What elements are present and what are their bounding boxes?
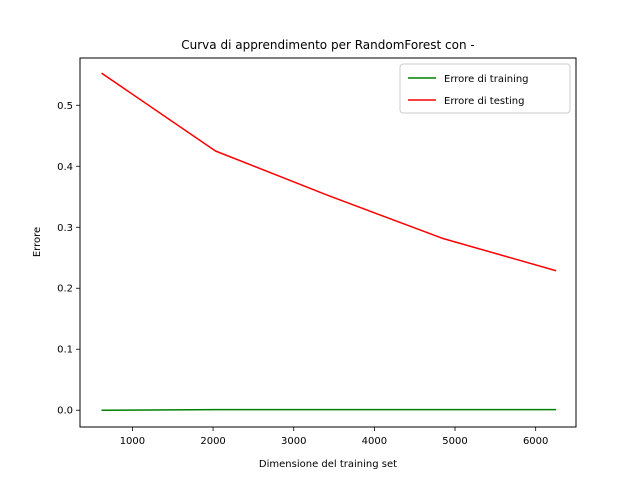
series-line-0 [101, 408, 557, 411]
x-tick-label: 4000 [362, 436, 387, 447]
x-tick-label: 2000 [200, 436, 225, 447]
legend: Errore di training Errore di testing [399, 63, 571, 114]
x-tick-label: 5000 [442, 436, 467, 447]
legend-label-0: Errore di training [444, 74, 529, 85]
y-tick-label: 0.4 [57, 162, 73, 173]
plot-frame [79, 57, 577, 428]
x-tick-label: 1000 [120, 436, 145, 447]
y-tick-label: 0.0 [57, 406, 73, 417]
chart-title: Curva di apprendimento per RandomForest … [181, 38, 474, 52]
y-tick-label: 0.5 [57, 101, 73, 112]
legend-box [399, 63, 571, 114]
x-tick-label: 6000 [523, 436, 548, 447]
legend-label-1: Errore di testing [444, 96, 524, 107]
x-tick-label: 3000 [281, 436, 306, 447]
series-line-1 [101, 72, 557, 272]
y-tick-label: 0.3 [57, 223, 73, 234]
x-axis-label: Dimensione del training set [259, 459, 397, 470]
y-axis-label: Errore [32, 227, 43, 257]
y-tick-label: 0.2 [57, 284, 73, 295]
y-tick-label: 0.1 [57, 345, 73, 356]
